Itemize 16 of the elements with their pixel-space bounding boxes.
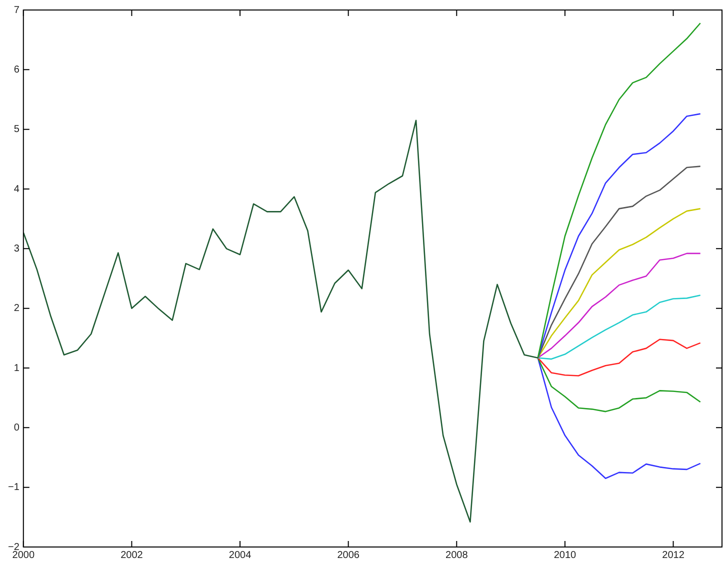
y-tick-label: 0 bbox=[14, 422, 20, 434]
x-tick-label: 2012 bbox=[662, 550, 685, 561]
y-tick-label: 4 bbox=[14, 184, 20, 195]
y-tick-label: 6 bbox=[14, 64, 20, 76]
y-tick-label: 7 bbox=[14, 4, 20, 16]
x-tick-label: 2004 bbox=[228, 550, 252, 561]
x-tick-label: 2002 bbox=[120, 550, 144, 561]
y-tick-label: 5 bbox=[14, 124, 20, 136]
y-tick-label: 2 bbox=[14, 303, 20, 314]
y-tick-label: −1 bbox=[8, 482, 20, 494]
y-tick-label: 1 bbox=[14, 362, 20, 374]
y-tick-label: 3 bbox=[14, 243, 20, 254]
x-tick-label: 2010 bbox=[554, 550, 577, 561]
x-tick-label: 2000 bbox=[12, 550, 35, 561]
x-tick-label: 2006 bbox=[337, 550, 360, 561]
x-tick-label: 2008 bbox=[446, 550, 468, 561]
